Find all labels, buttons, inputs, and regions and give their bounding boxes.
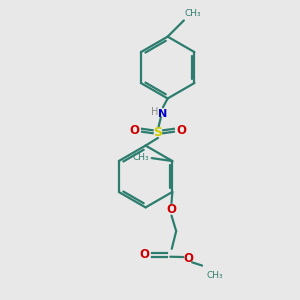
Text: CH₃: CH₃ bbox=[206, 271, 223, 280]
Text: CH₃: CH₃ bbox=[133, 153, 149, 162]
Text: H: H bbox=[151, 107, 158, 117]
Text: CH₃: CH₃ bbox=[185, 9, 201, 18]
Text: O: O bbox=[183, 252, 193, 265]
Text: N: N bbox=[158, 109, 167, 119]
Text: O: O bbox=[166, 202, 176, 215]
Text: O: O bbox=[129, 124, 140, 137]
Text: O: O bbox=[140, 248, 150, 262]
Text: S: S bbox=[153, 125, 163, 139]
Text: O: O bbox=[176, 124, 187, 137]
